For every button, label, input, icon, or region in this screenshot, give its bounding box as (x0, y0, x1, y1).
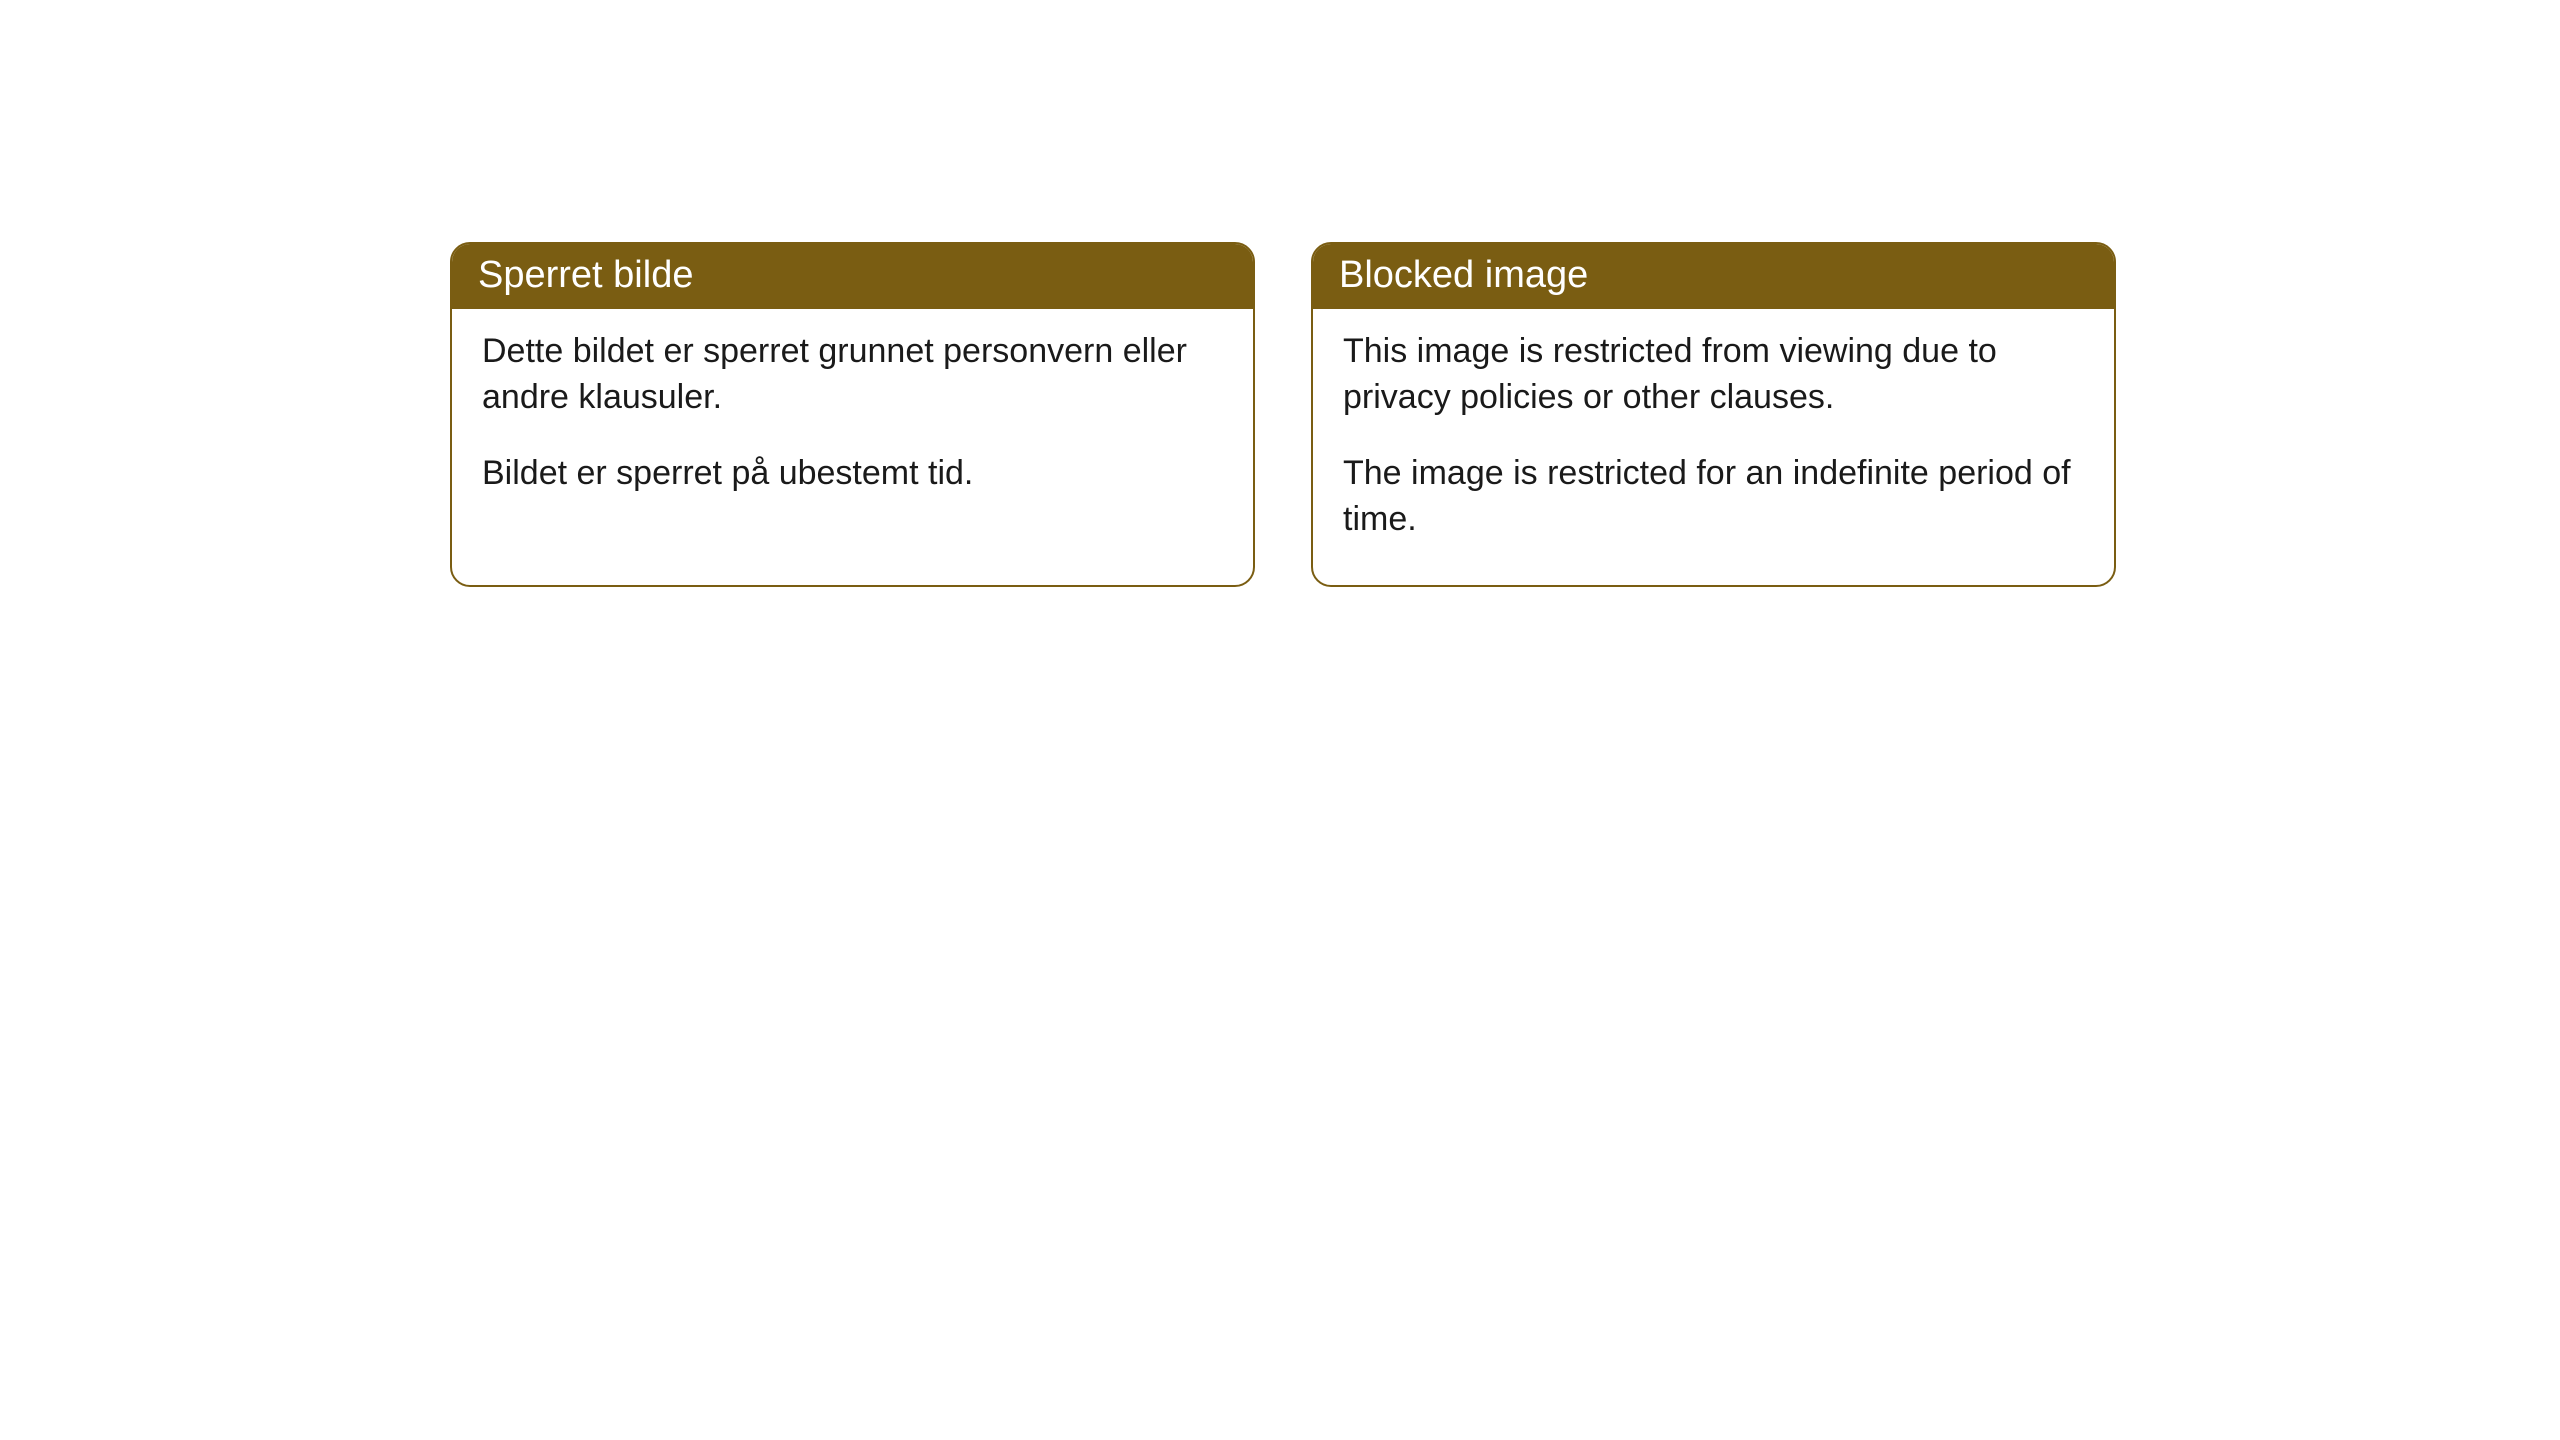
card-paragraph: The image is restricted for an indefinit… (1343, 451, 2084, 543)
card-body: Dette bildet er sperret grunnet personve… (452, 309, 1253, 539)
card-paragraph: This image is restricted from viewing du… (1343, 329, 2084, 421)
card-title: Blocked image (1313, 244, 2114, 309)
notice-cards-container: Sperret bilde Dette bildet er sperret gr… (450, 242, 2116, 587)
card-paragraph: Bildet er sperret på ubestemt tid. (482, 451, 1223, 497)
notice-card-english: Blocked image This image is restricted f… (1311, 242, 2116, 587)
card-paragraph: Dette bildet er sperret grunnet personve… (482, 329, 1223, 421)
card-body: This image is restricted from viewing du… (1313, 309, 2114, 585)
notice-card-norwegian: Sperret bilde Dette bildet er sperret gr… (450, 242, 1255, 587)
card-title: Sperret bilde (452, 244, 1253, 309)
